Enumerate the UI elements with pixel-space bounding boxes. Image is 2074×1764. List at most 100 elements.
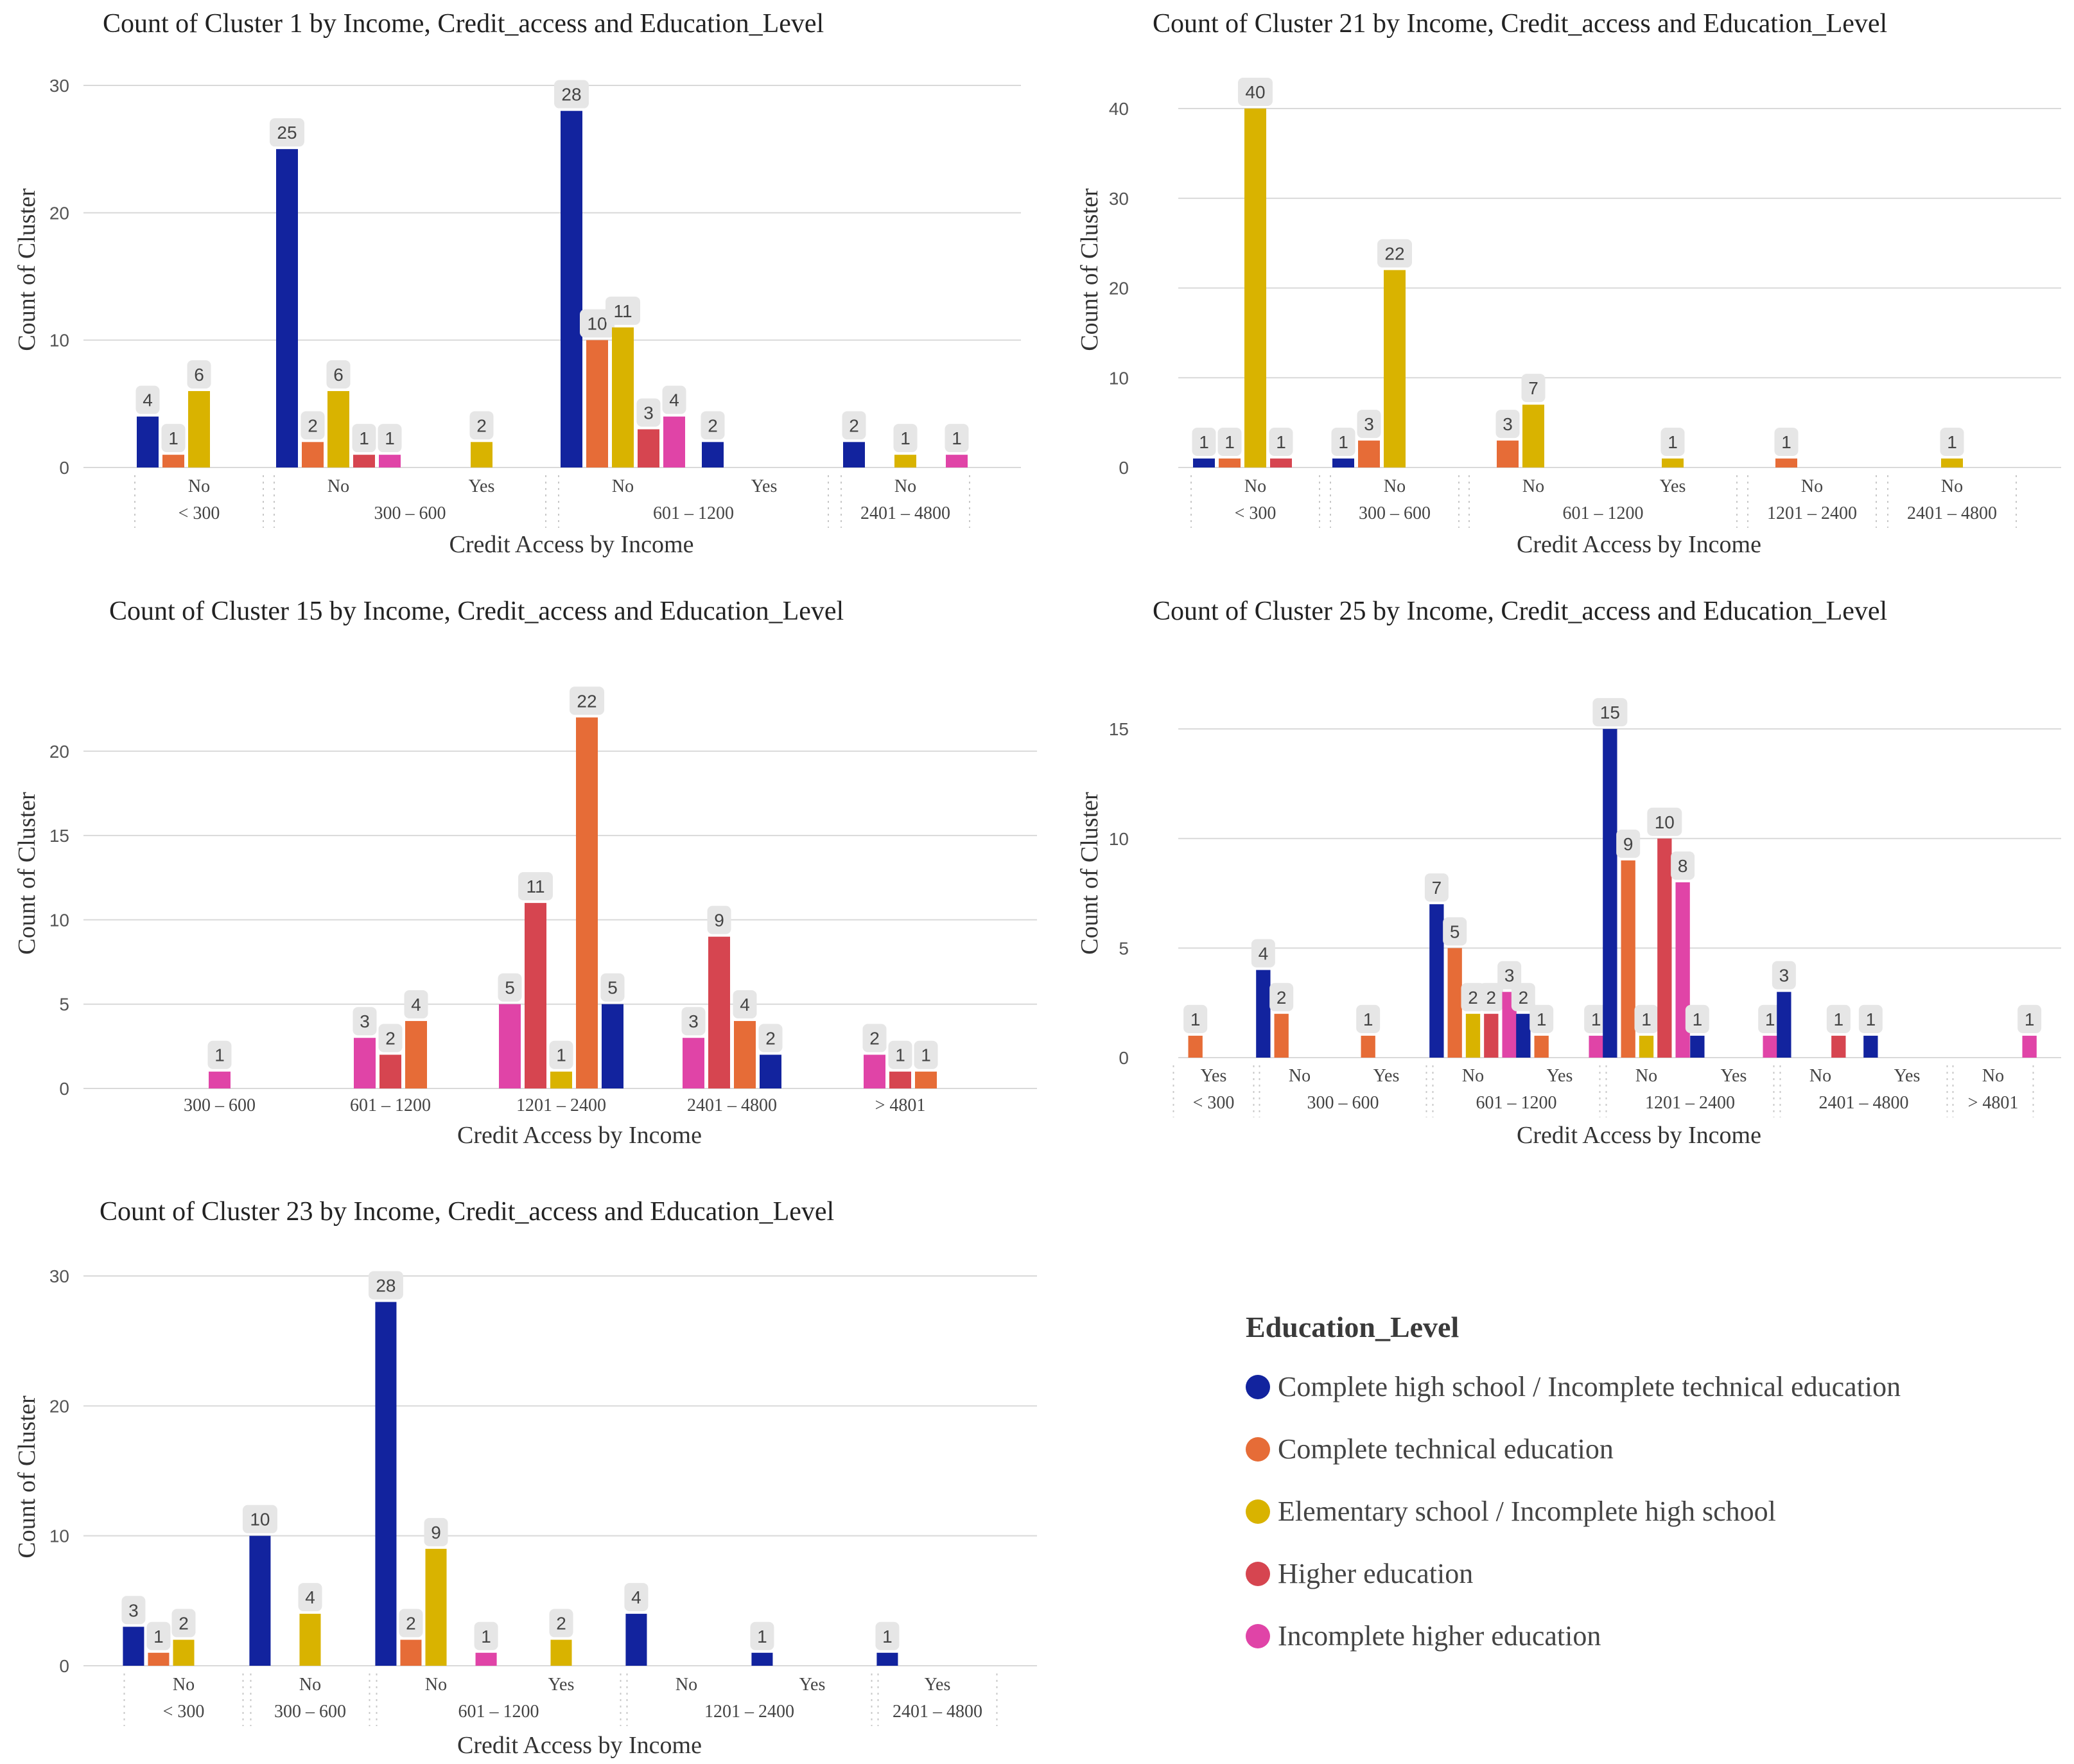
bar[interactable] — [209, 1071, 231, 1088]
bar[interactable] — [1361, 1035, 1375, 1058]
credit-access-label: No — [1809, 1066, 1831, 1086]
legend-item[interactable]: Higher education — [1246, 1542, 1901, 1605]
bar[interactable] — [602, 1004, 623, 1088]
bar[interactable] — [123, 1627, 144, 1666]
data-label: 22 — [1384, 244, 1404, 264]
bar[interactable] — [302, 442, 324, 467]
bar[interactable] — [915, 1071, 937, 1088]
bar[interactable] — [1193, 458, 1215, 467]
bar[interactable] — [1497, 441, 1519, 467]
credit-access-label: No — [1982, 1066, 2004, 1086]
bar[interactable] — [137, 416, 159, 467]
data-label: 40 — [1245, 82, 1265, 102]
bar[interactable] — [162, 455, 184, 467]
bar[interactable] — [1831, 1035, 1846, 1058]
bar[interactable] — [1465, 1013, 1481, 1058]
data-label: 1 — [1591, 1009, 1601, 1029]
bar[interactable] — [734, 1020, 756, 1088]
bar[interactable] — [889, 1071, 911, 1088]
bar[interactable] — [379, 455, 401, 467]
bar[interactable] — [1219, 458, 1241, 467]
bar[interactable] — [586, 340, 608, 467]
bar[interactable] — [1589, 1035, 1603, 1058]
bar[interactable] — [525, 903, 546, 1088]
bar[interactable] — [760, 1054, 781, 1088]
data-label: 2 — [556, 1614, 566, 1634]
data-label: 9 — [714, 911, 724, 930]
credit-access-label: No — [612, 476, 634, 496]
bar[interactable] — [1639, 1035, 1654, 1058]
bar[interactable] — [1447, 948, 1462, 1058]
bar[interactable] — [1690, 1035, 1705, 1058]
bar[interactable] — [327, 391, 349, 467]
bar[interactable] — [173, 1639, 195, 1666]
bar[interactable] — [550, 1071, 572, 1088]
bar[interactable] — [576, 717, 598, 1088]
bar[interactable] — [1621, 860, 1635, 1058]
bar[interactable] — [1763, 1035, 1777, 1058]
bar[interactable] — [425, 1548, 447, 1666]
data-label-box — [2017, 1004, 2042, 1033]
bar[interactable] — [1941, 458, 1963, 467]
bar[interactable] — [708, 936, 730, 1088]
bar[interactable] — [1429, 904, 1444, 1058]
data-label: 1 — [1224, 432, 1235, 452]
bar[interactable] — [1256, 970, 1271, 1058]
bar[interactable] — [1270, 458, 1292, 467]
bar[interactable] — [702, 442, 724, 467]
bar[interactable] — [683, 1038, 704, 1088]
bar[interactable] — [1775, 458, 1797, 467]
bar[interactable] — [299, 1614, 321, 1666]
bar[interactable] — [353, 455, 375, 467]
bar[interactable] — [625, 1614, 647, 1666]
bar[interactable] — [1534, 1035, 1549, 1058]
bar[interactable] — [751, 1652, 773, 1666]
bar[interactable] — [1777, 991, 1791, 1058]
bar[interactable] — [638, 429, 659, 468]
legend-item[interactable]: Complete technical education — [1246, 1418, 1901, 1480]
bar[interactable] — [663, 416, 685, 467]
bar[interactable] — [1188, 1035, 1203, 1058]
bar[interactable] — [876, 1652, 898, 1666]
bar[interactable] — [375, 1302, 397, 1666]
bar[interactable] — [1863, 1035, 1878, 1058]
bar[interactable] — [1662, 458, 1684, 467]
bar[interactable] — [1358, 441, 1380, 467]
bar[interactable] — [1484, 1013, 1499, 1058]
bar[interactable] — [1657, 838, 1672, 1058]
bar[interactable] — [894, 455, 916, 467]
bar[interactable] — [471, 442, 492, 467]
bar[interactable] — [1516, 1013, 1531, 1058]
bar[interactable] — [276, 149, 298, 467]
legend-item[interactable]: Complete high school / Incomplete techni… — [1246, 1356, 1901, 1418]
data-label-box — [1238, 78, 1273, 106]
data-label-box — [399, 1609, 423, 1637]
data-label: 5 — [607, 978, 618, 998]
bar[interactable] — [1603, 729, 1617, 1058]
bar[interactable] — [1332, 458, 1354, 467]
bar[interactable] — [843, 442, 865, 467]
bar[interactable] — [946, 455, 968, 467]
data-label: 1 — [1668, 432, 1678, 452]
bar[interactable] — [1274, 1013, 1289, 1058]
bar[interactable] — [188, 391, 210, 467]
bar[interactable] — [550, 1639, 572, 1666]
bar[interactable] — [2022, 1035, 2037, 1058]
bar[interactable] — [1384, 270, 1406, 467]
bar[interactable] — [864, 1054, 885, 1088]
bar[interactable] — [148, 1652, 170, 1666]
bar[interactable] — [612, 327, 634, 467]
credit-access-label: No — [327, 476, 349, 496]
bar[interactable] — [400, 1639, 422, 1666]
bar[interactable] — [1522, 405, 1544, 467]
legend-item[interactable]: Incomplete higher education — [1246, 1605, 1901, 1667]
legend-item[interactable]: Elementary school / Incomplete high scho… — [1246, 1480, 1901, 1542]
bar[interactable] — [405, 1020, 427, 1088]
bar[interactable] — [379, 1054, 401, 1088]
bar[interactable] — [354, 1038, 376, 1088]
bar[interactable] — [249, 1535, 271, 1666]
bar[interactable] — [475, 1652, 497, 1666]
bar[interactable] — [499, 1004, 521, 1088]
bar[interactable] — [561, 110, 582, 467]
bar[interactable] — [1244, 109, 1266, 467]
